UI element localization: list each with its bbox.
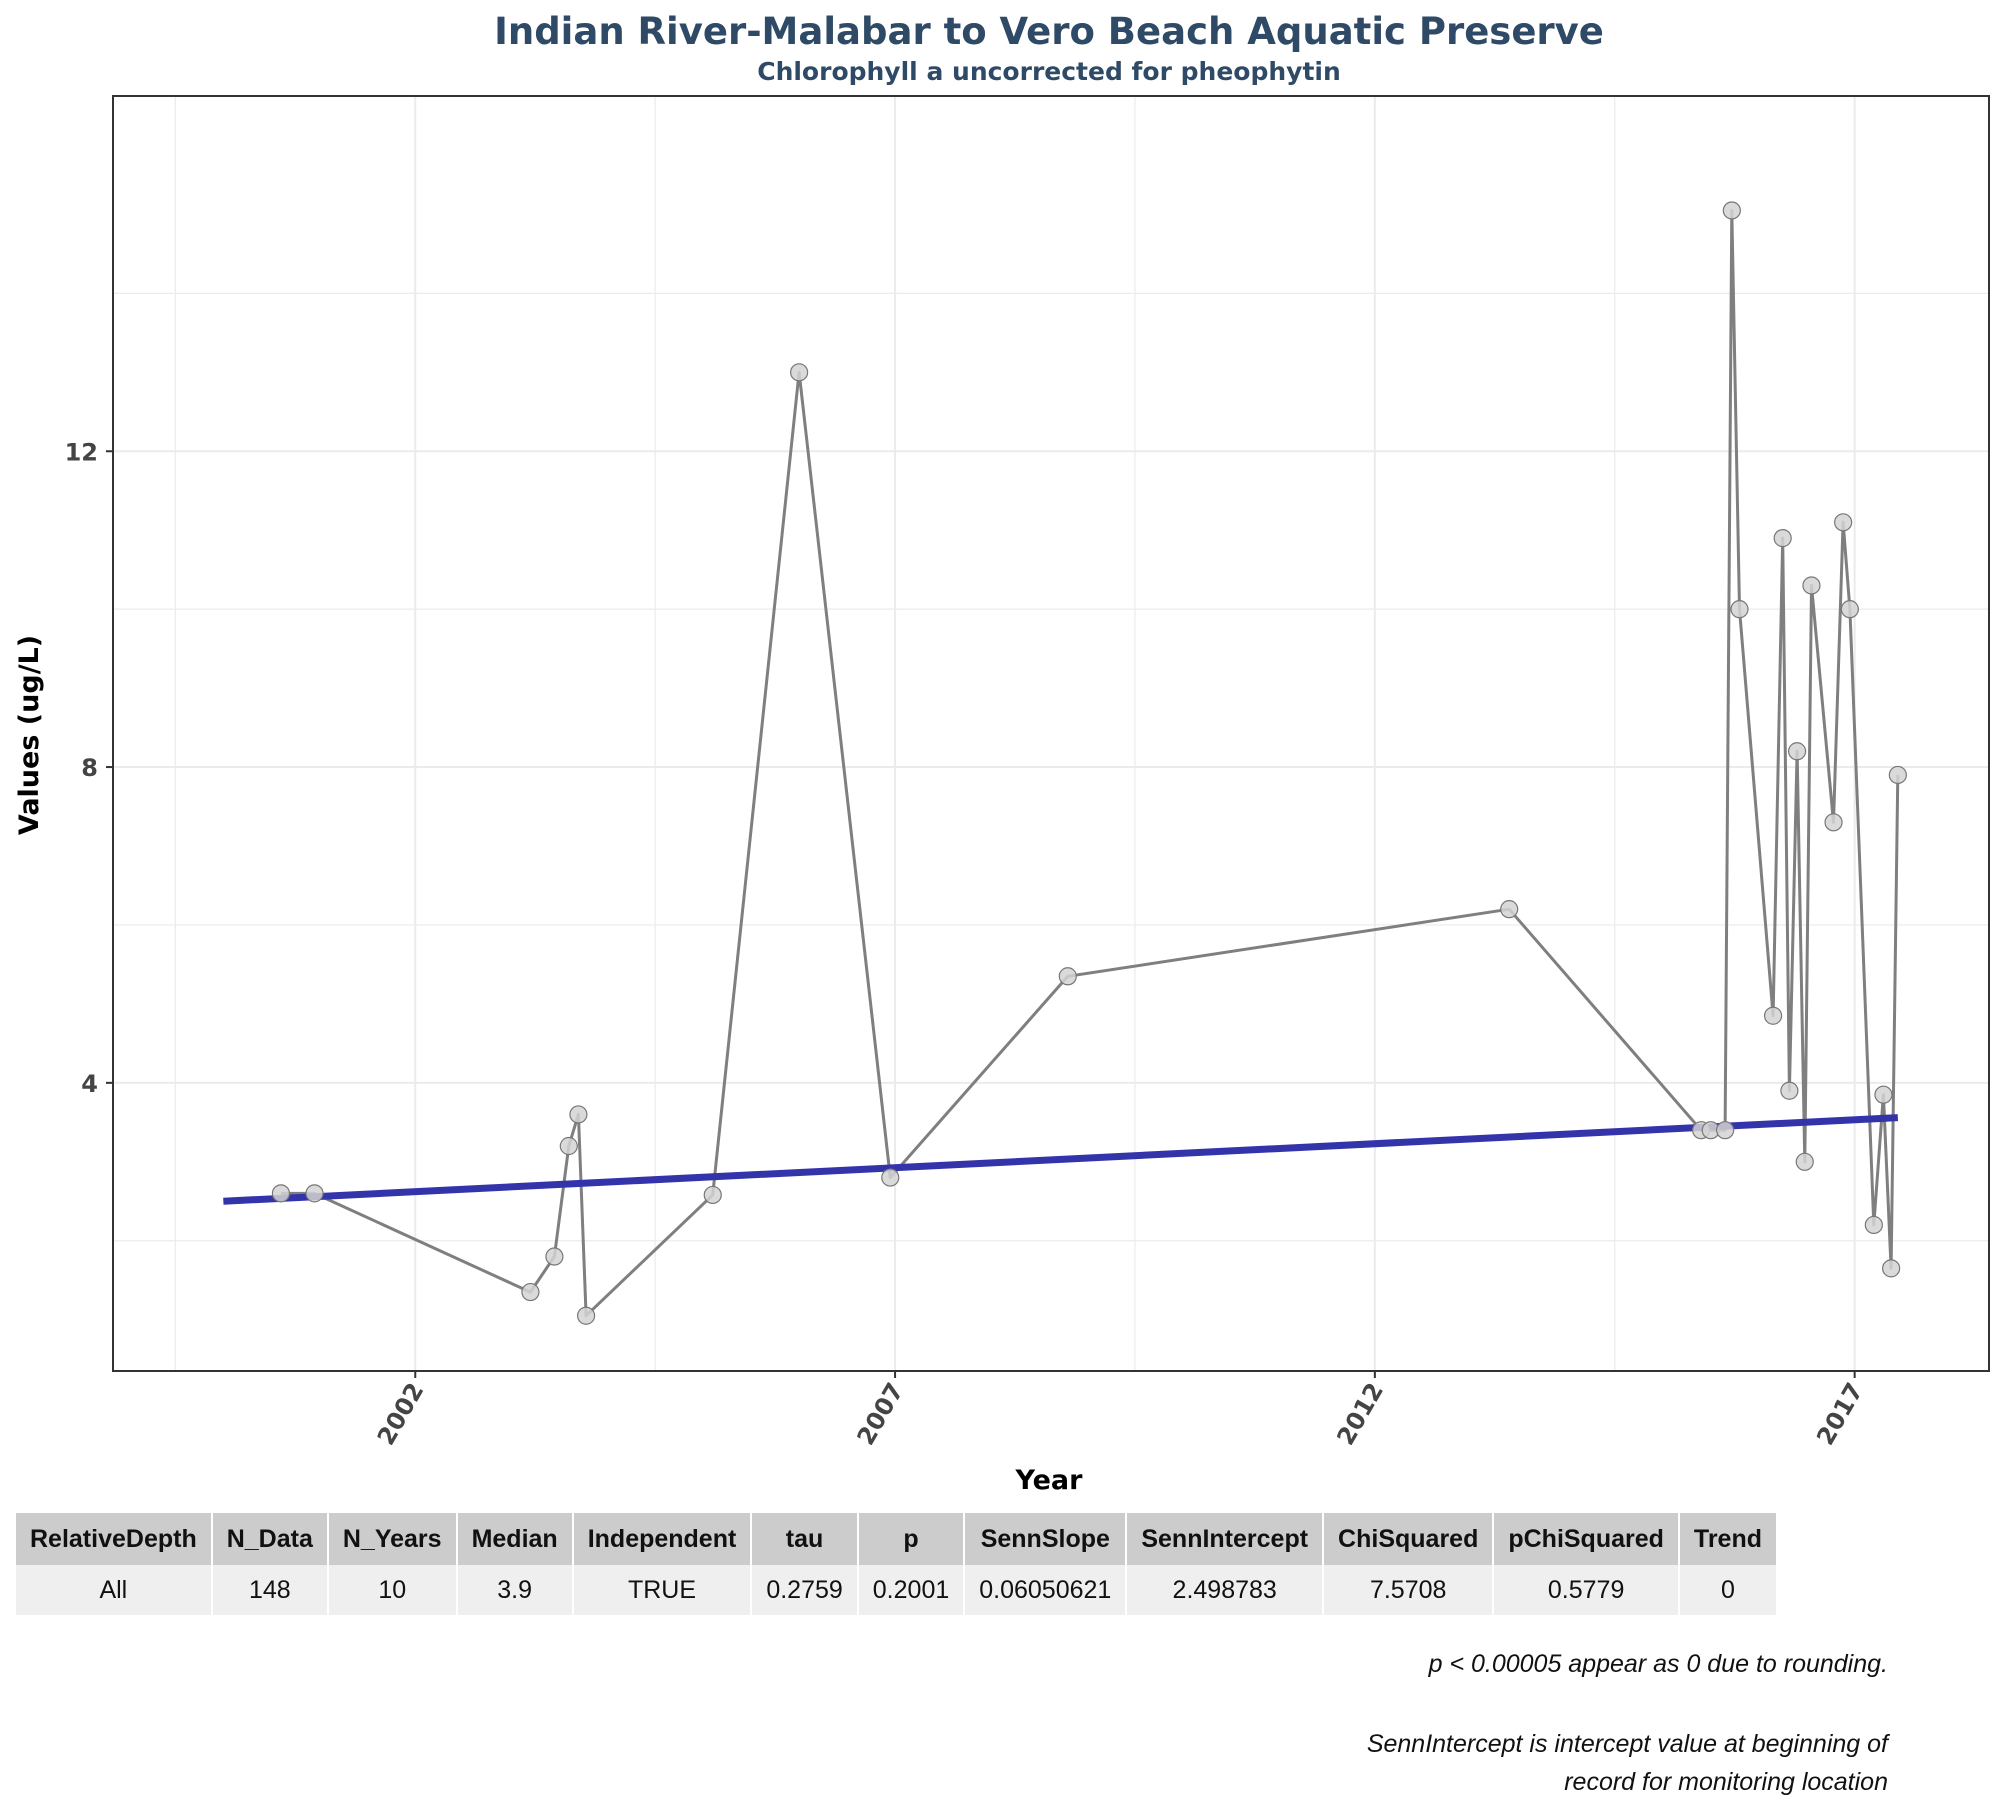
x-tick-label: 2002	[372, 1378, 430, 1450]
y-tick-label: 8	[81, 754, 98, 782]
data-point	[1795, 1152, 1814, 1171]
intercept-note-line1: SennIntercept is intercept value at begi…	[1366, 1730, 1888, 1758]
table-cell: 0.2759	[751, 1565, 859, 1615]
table-cell: 0.5779	[1493, 1565, 1680, 1615]
rounding-note: p < 0.00005 appear as 0 due to rounding.	[1428, 1650, 1888, 1678]
plot-panel-border	[112, 95, 1990, 1372]
table-header-cell: pChiSquared	[1493, 1513, 1680, 1565]
table-cell: 0.06050621	[964, 1565, 1128, 1615]
table-header-cell: SennSlope	[964, 1513, 1128, 1565]
data-point	[1730, 600, 1749, 619]
data-point	[559, 1136, 578, 1156]
table-header-cell: Median	[456, 1513, 574, 1565]
data-point	[1787, 742, 1807, 761]
x-axis: 2002 2007 2012 2017	[372, 1371, 1869, 1450]
table-header-cell: Independent	[572, 1513, 753, 1565]
x-tick-label: 2007	[852, 1378, 910, 1450]
data-point	[271, 1184, 291, 1203]
trend-layer	[223, 1114, 1899, 1205]
points-layer	[271, 201, 1907, 1325]
data-point	[1500, 900, 1519, 919]
table-header-cell: Trend	[1678, 1513, 1779, 1565]
table-header-cell: p	[857, 1513, 966, 1565]
x-axis-title: Year	[1015, 1465, 1084, 1496]
series-layer	[280, 209, 1900, 1318]
table-header-cell: RelativeDepth	[16, 1513, 213, 1565]
table-cell: 2.498783	[1126, 1565, 1325, 1615]
data-point	[1834, 513, 1853, 532]
y-tick-label: 4	[81, 1070, 98, 1098]
table-header-cell: SennIntercept	[1126, 1513, 1325, 1565]
data-point	[1763, 1006, 1783, 1025]
chart-subtitle: Chlorophyll a uncorrected for pheophytin	[757, 57, 1341, 86]
chart-title: Indian River-Malabar to Vero Beach Aquat…	[494, 10, 1604, 53]
series-line	[280, 209, 1900, 1318]
data-point	[1058, 967, 1077, 986]
table-cell: 148	[211, 1565, 329, 1615]
data-point	[545, 1247, 564, 1266]
stats-table: RelativeDepth N_Data N_Years Median Inde…	[16, 1513, 1779, 1615]
chart: Indian River-Malabar to Vero Beach Aquat…	[14, 10, 1990, 1496]
data-point	[1840, 600, 1859, 619]
y-axis-title: Values (ug/L)	[14, 635, 45, 835]
table-cell: All	[16, 1565, 213, 1615]
data-point	[1802, 576, 1821, 595]
data-point	[1888, 765, 1907, 785]
table-header-cell: tau	[751, 1513, 859, 1565]
table-header-row: RelativeDepth N_Data N_Years Median Inde…	[16, 1513, 1779, 1565]
data-point	[569, 1105, 588, 1124]
data-point	[790, 363, 809, 382]
table-cell: 0.2001	[857, 1565, 966, 1615]
table-row: All 148 10 3.9 TRUE 0.2759 0.2001 0.0605…	[16, 1565, 1779, 1615]
data-point	[703, 1185, 722, 1205]
data-point	[576, 1306, 596, 1325]
table-header-cell: N_Years	[327, 1513, 458, 1565]
intercept-note-line2: record for monitoring location	[1564, 1768, 1888, 1796]
data-point	[1722, 201, 1741, 220]
x-tick-label: 2012	[1331, 1378, 1389, 1450]
table-cell: 0	[1678, 1565, 1779, 1615]
table-header-cell: ChiSquared	[1323, 1513, 1495, 1565]
y-axis: 4 8 12	[65, 438, 113, 1098]
y-tick-label: 12	[65, 438, 98, 466]
data-point	[1716, 1121, 1735, 1140]
table-cell: 7.5708	[1323, 1565, 1495, 1615]
data-point	[1824, 813, 1843, 832]
trend-line	[223, 1114, 1899, 1205]
data-point	[1882, 1259, 1901, 1278]
data-point	[521, 1282, 540, 1302]
data-point	[305, 1184, 324, 1203]
data-point	[1773, 529, 1792, 548]
data-point	[1780, 1081, 1799, 1100]
x-tick-label: 2017	[1811, 1378, 1869, 1450]
data-point	[1864, 1215, 1883, 1235]
table-cell: 3.9	[456, 1565, 574, 1615]
grid	[113, 96, 1989, 1371]
table-cell: 10	[327, 1565, 458, 1615]
table-cell: TRUE	[572, 1565, 753, 1615]
table-header-cell: N_Data	[211, 1513, 329, 1565]
data-point	[1874, 1085, 1893, 1104]
data-point	[881, 1168, 900, 1187]
